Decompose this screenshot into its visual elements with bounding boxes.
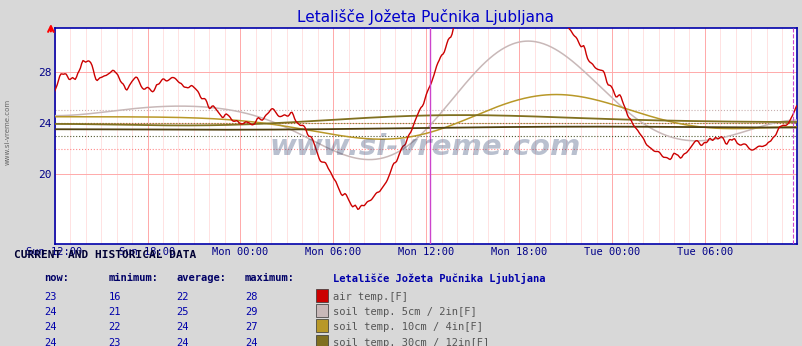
Text: 24: 24 bbox=[176, 322, 189, 333]
Text: 21: 21 bbox=[108, 307, 121, 317]
Bar bbox=[315, 335, 328, 346]
Text: 23: 23 bbox=[44, 292, 57, 302]
Text: average:: average: bbox=[176, 273, 226, 283]
Title: Letališče Jožeta Pučnika Ljubljana: Letališče Jožeta Pučnika Ljubljana bbox=[297, 9, 553, 25]
Text: soil temp. 30cm / 12in[F]: soil temp. 30cm / 12in[F] bbox=[333, 338, 489, 346]
Text: 16: 16 bbox=[108, 292, 121, 302]
Text: soil temp. 5cm / 2in[F]: soil temp. 5cm / 2in[F] bbox=[333, 307, 476, 317]
Text: 29: 29 bbox=[245, 307, 257, 317]
Text: 24: 24 bbox=[44, 307, 57, 317]
Bar bbox=[315, 319, 328, 332]
Bar bbox=[315, 289, 328, 302]
Text: maximum:: maximum: bbox=[245, 273, 294, 283]
Text: 27: 27 bbox=[245, 322, 257, 333]
Bar bbox=[315, 304, 328, 317]
Text: www.si-vreme.com: www.si-vreme.com bbox=[269, 133, 581, 161]
Text: 24: 24 bbox=[245, 338, 257, 346]
Text: 25: 25 bbox=[176, 307, 189, 317]
Text: air temp.[F]: air temp.[F] bbox=[333, 292, 407, 302]
Text: soil temp. 10cm / 4in[F]: soil temp. 10cm / 4in[F] bbox=[333, 322, 483, 333]
Text: Letališče Jožeta Pučnika Ljubljana: Letališče Jožeta Pučnika Ljubljana bbox=[333, 273, 545, 284]
Text: 22: 22 bbox=[176, 292, 189, 302]
Text: 24: 24 bbox=[44, 322, 57, 333]
Text: www.si-vreme.com: www.si-vreme.com bbox=[5, 98, 10, 165]
Text: CURRENT AND HISTORICAL DATA: CURRENT AND HISTORICAL DATA bbox=[14, 251, 196, 260]
Text: 28: 28 bbox=[245, 292, 257, 302]
Text: 24: 24 bbox=[44, 338, 57, 346]
Text: 22: 22 bbox=[108, 322, 121, 333]
Text: 23: 23 bbox=[108, 338, 121, 346]
Text: 24: 24 bbox=[176, 338, 189, 346]
Text: now:: now: bbox=[44, 273, 69, 283]
Text: minimum:: minimum: bbox=[108, 273, 158, 283]
